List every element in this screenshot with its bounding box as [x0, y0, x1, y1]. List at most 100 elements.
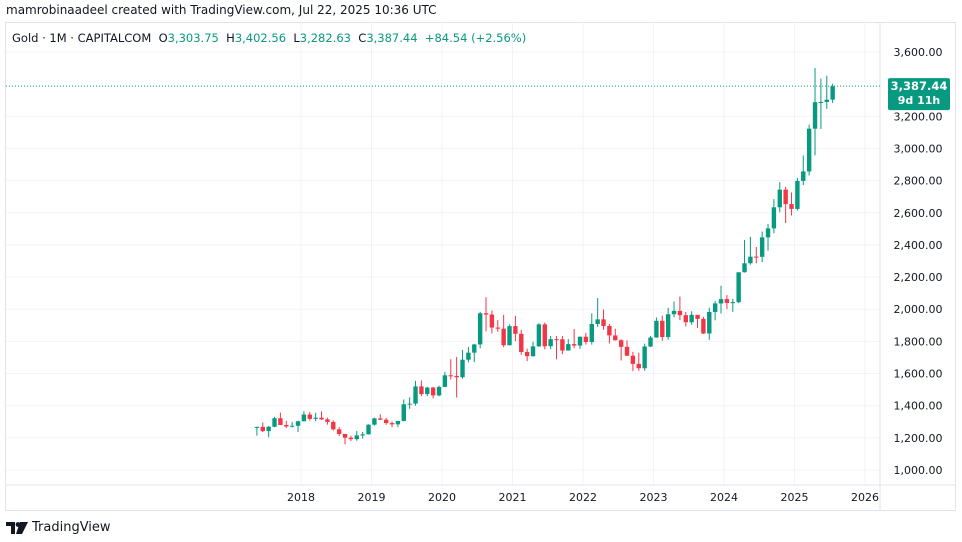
candle-body — [536, 324, 542, 347]
candle-body — [795, 180, 800, 209]
chart-credit: mamrobinaadeel created with TradingView.… — [6, 3, 437, 17]
candle-body — [342, 433, 348, 438]
candle-body — [683, 315, 688, 323]
candle-body — [806, 128, 812, 172]
y-tick-label: 1,200.00 — [894, 432, 943, 445]
x-tick-label: 2021 — [499, 491, 527, 504]
candle-body — [466, 352, 471, 360]
y-tick-label: 2,600.00 — [894, 207, 943, 220]
candle-body — [254, 426, 260, 428]
candle-body — [824, 99, 829, 102]
candle-body — [560, 339, 565, 351]
candle-body — [607, 325, 612, 336]
candle-body — [783, 189, 788, 205]
candle-body — [519, 333, 524, 352]
candle-body — [624, 346, 630, 356]
candle-body — [566, 344, 571, 351]
candle-body — [413, 386, 418, 404]
x-tick-label: 2022 — [569, 491, 597, 504]
candle-body — [583, 336, 589, 343]
close-value: 3,387.44 — [366, 31, 418, 45]
candle-body — [301, 414, 307, 422]
candle-body — [366, 424, 371, 435]
candle-body — [289, 425, 295, 427]
x-tick-label: 2024 — [710, 491, 738, 504]
candle-body — [771, 207, 777, 229]
candle-body — [665, 314, 671, 338]
y-tick-label: 1,400.00 — [894, 400, 943, 413]
open-value: 3,303.75 — [167, 31, 219, 45]
low-value: 3,282.63 — [299, 31, 351, 45]
candle-body — [325, 419, 330, 422]
candle-body — [389, 423, 395, 425]
candle-body — [613, 335, 618, 341]
candle-body — [278, 418, 283, 425]
candle-body — [554, 339, 559, 341]
candle-body — [260, 426, 265, 432]
candle-body — [272, 418, 277, 427]
y-tick-label: 3,200.00 — [894, 110, 943, 123]
candle-body — [348, 437, 354, 440]
candle-body — [754, 256, 759, 258]
candle-body — [830, 86, 835, 100]
candle-body — [548, 339, 553, 347]
candle-body — [313, 417, 318, 419]
candle-body — [372, 418, 377, 425]
y-tick-label: 3,600.00 — [894, 46, 943, 59]
candle-body — [442, 375, 448, 387]
candle-body — [618, 340, 624, 347]
tradingview-logo-icon — [6, 521, 28, 534]
candle-body — [789, 204, 794, 209]
candle-body — [689, 314, 694, 323]
y-tick-label: 2,400.00 — [894, 239, 943, 252]
candle-body — [383, 419, 389, 424]
candle-body — [577, 336, 583, 346]
candle-body — [477, 313, 483, 345]
y-tick-label: 3,000.00 — [894, 142, 943, 155]
candle-body — [812, 102, 818, 129]
open-label: O — [158, 31, 168, 45]
candle-body — [284, 424, 289, 427]
candle-body — [707, 311, 712, 334]
close-label: C — [358, 31, 367, 45]
candle-body — [818, 101, 824, 103]
candle-body — [630, 355, 636, 364]
candle-body — [718, 299, 724, 304]
candle-body — [730, 302, 735, 304]
candle-body — [507, 326, 512, 346]
y-tick-label: 2,200.00 — [894, 271, 943, 284]
high-label: H — [226, 31, 235, 45]
candle-body — [513, 326, 518, 334]
candle-body — [759, 237, 765, 257]
candle-body — [601, 319, 606, 326]
candle-body — [295, 421, 301, 426]
candle-body — [354, 435, 359, 440]
candle-body — [266, 426, 271, 432]
candle-body — [360, 434, 365, 436]
candle-body — [777, 189, 782, 208]
candle-body — [530, 346, 536, 357]
candle-body — [677, 310, 683, 316]
candle-body — [489, 314, 495, 328]
candle-body — [407, 403, 412, 405]
candle-body — [307, 414, 312, 419]
last-price-badge — [888, 78, 950, 111]
candle-body — [765, 228, 771, 238]
candle-body — [571, 344, 577, 346]
tradingview-logo[interactable]: TradingView — [6, 520, 111, 535]
candle-body — [748, 256, 753, 264]
symbol-title[interactable]: Gold · 1M · CAPITALCOM — [12, 31, 152, 45]
candle-body — [336, 429, 342, 434]
y-tick-label: 1,600.00 — [894, 368, 943, 381]
candle-body — [401, 404, 406, 421]
candle-body — [695, 314, 700, 319]
x-tick-label: 2020 — [428, 491, 456, 504]
candle-body — [395, 420, 401, 425]
candle-body — [448, 375, 453, 377]
candle-body — [319, 417, 324, 420]
symbol-legend: Gold · 1M · CAPITALCOM O3,303.75 H3,402.… — [12, 31, 526, 45]
candle-body — [589, 324, 594, 343]
candle-body — [671, 310, 677, 315]
bar-countdown: 9d 11h — [898, 94, 941, 107]
